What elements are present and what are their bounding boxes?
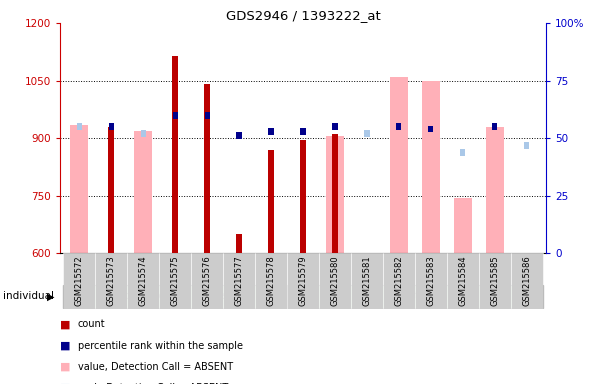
Bar — [486, 127, 503, 253]
Bar — [511, 253, 543, 309]
Bar — [109, 123, 114, 130]
Text: percentile rank within the sample: percentile rank within the sample — [78, 341, 243, 351]
Text: GSM215585: GSM215585 — [490, 255, 499, 306]
Bar — [236, 132, 242, 139]
Bar — [63, 285, 287, 308]
Text: ■: ■ — [60, 319, 71, 329]
Text: GSM215584: GSM215584 — [458, 255, 467, 306]
Bar — [134, 131, 152, 253]
Text: individual: individual — [3, 291, 54, 301]
Bar — [70, 125, 88, 253]
Text: GSM215572: GSM215572 — [74, 255, 83, 306]
Bar — [108, 127, 115, 253]
Bar — [454, 198, 472, 253]
Text: GSM215582: GSM215582 — [394, 255, 403, 306]
Bar — [447, 253, 479, 309]
Text: control: control — [397, 291, 433, 301]
Text: GSM215574: GSM215574 — [139, 255, 148, 306]
Bar — [191, 253, 223, 309]
Bar — [300, 140, 306, 253]
Text: GSM215573: GSM215573 — [107, 255, 116, 306]
Text: GSM215577: GSM215577 — [235, 255, 244, 306]
Bar — [383, 253, 415, 309]
Bar — [326, 136, 344, 253]
Text: GSM215579: GSM215579 — [299, 255, 308, 306]
Title: GDS2946 / 1393222_at: GDS2946 / 1393222_at — [226, 9, 380, 22]
Bar — [77, 123, 82, 130]
Text: ■: ■ — [60, 341, 71, 351]
Bar — [236, 234, 242, 253]
Text: ■: ■ — [60, 383, 71, 384]
Bar — [287, 253, 319, 309]
Bar — [332, 134, 338, 253]
Bar — [351, 253, 383, 309]
Bar — [223, 253, 255, 309]
Bar — [319, 253, 351, 309]
Bar — [332, 123, 338, 130]
Bar — [422, 81, 440, 253]
Bar — [287, 285, 543, 308]
Text: GSM215583: GSM215583 — [427, 255, 436, 306]
Bar — [397, 123, 401, 130]
Text: GSM215586: GSM215586 — [523, 255, 532, 306]
Text: GSM215581: GSM215581 — [362, 255, 371, 306]
Bar — [492, 123, 497, 130]
Bar — [204, 84, 210, 253]
Bar — [415, 253, 447, 309]
Text: GSM215575: GSM215575 — [170, 255, 179, 306]
Bar — [255, 253, 287, 309]
Bar — [460, 149, 466, 156]
Bar — [127, 253, 159, 309]
Bar — [173, 112, 178, 119]
Bar — [524, 142, 529, 149]
Bar — [479, 253, 511, 309]
Text: rank, Detection Call = ABSENT: rank, Detection Call = ABSENT — [78, 383, 228, 384]
Bar — [268, 128, 274, 135]
Text: ▶: ▶ — [47, 291, 54, 301]
Bar — [205, 112, 209, 119]
Bar — [172, 56, 178, 253]
Bar — [159, 253, 191, 309]
Text: count: count — [78, 319, 106, 329]
Bar — [95, 253, 127, 309]
Bar — [63, 253, 95, 309]
Text: ■: ■ — [60, 362, 71, 372]
Bar — [301, 128, 305, 135]
Bar — [390, 77, 408, 253]
Bar — [428, 126, 433, 132]
Bar — [364, 130, 370, 137]
Text: GSM215578: GSM215578 — [266, 255, 275, 306]
Text: GSM215580: GSM215580 — [331, 255, 340, 306]
Bar — [268, 150, 274, 253]
Text: GSM215576: GSM215576 — [203, 255, 212, 306]
Text: value, Detection Call = ABSENT: value, Detection Call = ABSENT — [78, 362, 233, 372]
Text: diet-induced obese: diet-induced obese — [125, 291, 225, 301]
Bar — [140, 130, 146, 137]
